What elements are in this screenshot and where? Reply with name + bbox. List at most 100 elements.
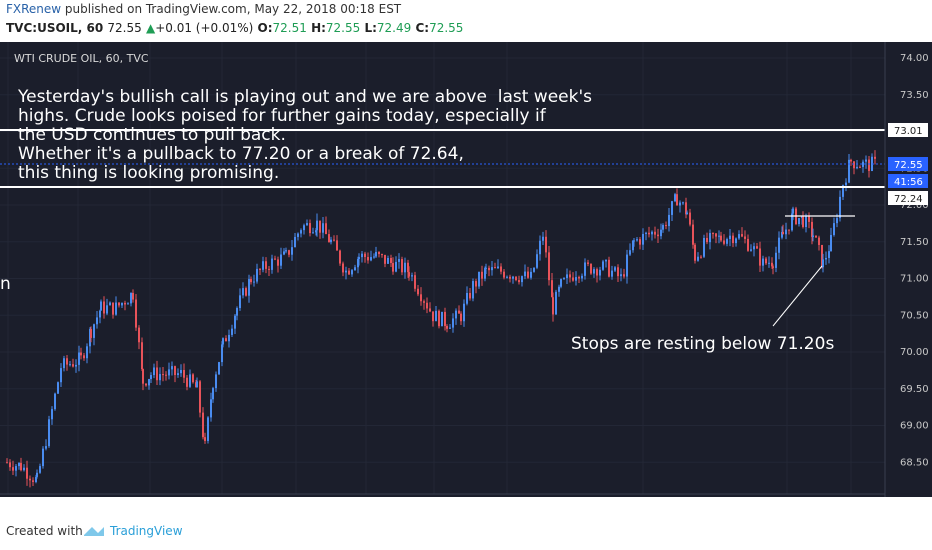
candle-body [118, 302, 120, 306]
candle-body [414, 275, 416, 289]
candle-body [174, 366, 176, 376]
candle-body [715, 233, 717, 237]
candle-body [785, 229, 787, 235]
candle-body [822, 259, 824, 268]
candle-body [202, 412, 204, 438]
candle-body [23, 467, 25, 471]
candle-body [225, 338, 227, 342]
candle-body [162, 374, 164, 376]
candle-body [782, 232, 784, 235]
candle-body [466, 292, 468, 304]
candle-body [319, 220, 321, 233]
candle-body [325, 223, 327, 235]
candle-body [729, 235, 731, 240]
candle-body [93, 324, 95, 338]
symbol-label: TVC:USOIL, 60 [6, 21, 104, 35]
published-info: published on TradingView.com, May 22, 20… [61, 2, 402, 16]
candle-body [692, 224, 694, 245]
candle-body [345, 270, 347, 273]
author-link[interactable]: FXRenew [6, 2, 62, 16]
candle-body [192, 374, 194, 383]
candle-body [563, 278, 565, 280]
candle-body [231, 328, 233, 335]
candle-body [309, 223, 311, 234]
candle-body [392, 262, 394, 272]
candle-body [357, 258, 359, 268]
candle-body [512, 276, 514, 279]
candle-body [481, 271, 483, 279]
candle-body [132, 292, 134, 300]
candle-body [115, 302, 117, 315]
candle-body [862, 161, 864, 167]
edge-glyph: n [0, 274, 11, 294]
candle-body [333, 239, 335, 241]
candle-body [662, 225, 664, 230]
candle-body [575, 277, 577, 281]
candle-body [124, 302, 126, 305]
badge-last-price [888, 157, 928, 171]
candle-body [812, 235, 814, 237]
candle-body [373, 256, 375, 258]
candle-body [432, 311, 434, 322]
open-value: 72.51 [272, 21, 307, 35]
candle-body [367, 257, 369, 261]
candle-body [361, 253, 363, 258]
candle-body [358, 257, 360, 259]
candle-body [306, 223, 308, 226]
candle-body [738, 234, 740, 239]
candle-body [99, 310, 101, 318]
badge-countdown-text: 41:56 [894, 177, 923, 188]
candle-body [156, 367, 158, 381]
candle-body [330, 239, 332, 243]
candle-body [720, 235, 722, 241]
tradingview-logo-icon[interactable] [82, 523, 106, 539]
candle-body [463, 303, 465, 322]
candle-body [771, 262, 773, 267]
candle-body [703, 237, 705, 257]
candle-body [429, 308, 431, 312]
price-chart[interactable]: 74.0073.5073.0072.5072.0071.5071.0070.50… [0, 42, 932, 497]
candle-body [441, 311, 443, 327]
candle-body [515, 276, 517, 281]
candle-body [808, 216, 810, 222]
candle-body [312, 232, 314, 234]
candle-body [39, 466, 41, 473]
candle-body [48, 419, 50, 447]
candle-body [605, 259, 607, 262]
candle-body [45, 446, 47, 449]
candle-body [294, 236, 296, 248]
candle-body [491, 267, 493, 271]
candle-body [668, 214, 670, 227]
candle-body [452, 318, 454, 328]
candle-body [590, 263, 592, 274]
candle-body [599, 269, 601, 276]
candle-body [689, 212, 691, 225]
candle-body [830, 234, 832, 252]
candle-body [130, 292, 132, 304]
stops-annotation: Stops are resting below 71.20s [571, 334, 835, 354]
price-tick-label: 69.00 [900, 421, 929, 432]
candle-body [509, 276, 511, 279]
chart-panel[interactable]: 74.0073.5073.0072.5072.0071.5071.0070.50… [0, 42, 932, 497]
candle-body [239, 295, 241, 309]
candle-body [527, 271, 529, 278]
candle-body [288, 250, 290, 255]
candle-body [651, 231, 653, 235]
candle-body [478, 271, 480, 287]
candle-body [322, 223, 324, 233]
candle-body [836, 218, 838, 224]
candle-body [127, 303, 129, 305]
candle-body [103, 301, 105, 314]
candle-body [753, 246, 755, 250]
candle-body [408, 272, 410, 277]
candle-body [741, 234, 743, 237]
candle-body [148, 379, 150, 386]
candle-body [234, 315, 236, 329]
candle-body [460, 313, 462, 322]
candle-body [342, 263, 344, 273]
candle-body [805, 216, 807, 228]
candle-body [354, 267, 356, 271]
candle-body [395, 261, 397, 272]
candle-body [303, 225, 305, 231]
tradingview-brand-link[interactable]: TradingView [110, 524, 183, 538]
